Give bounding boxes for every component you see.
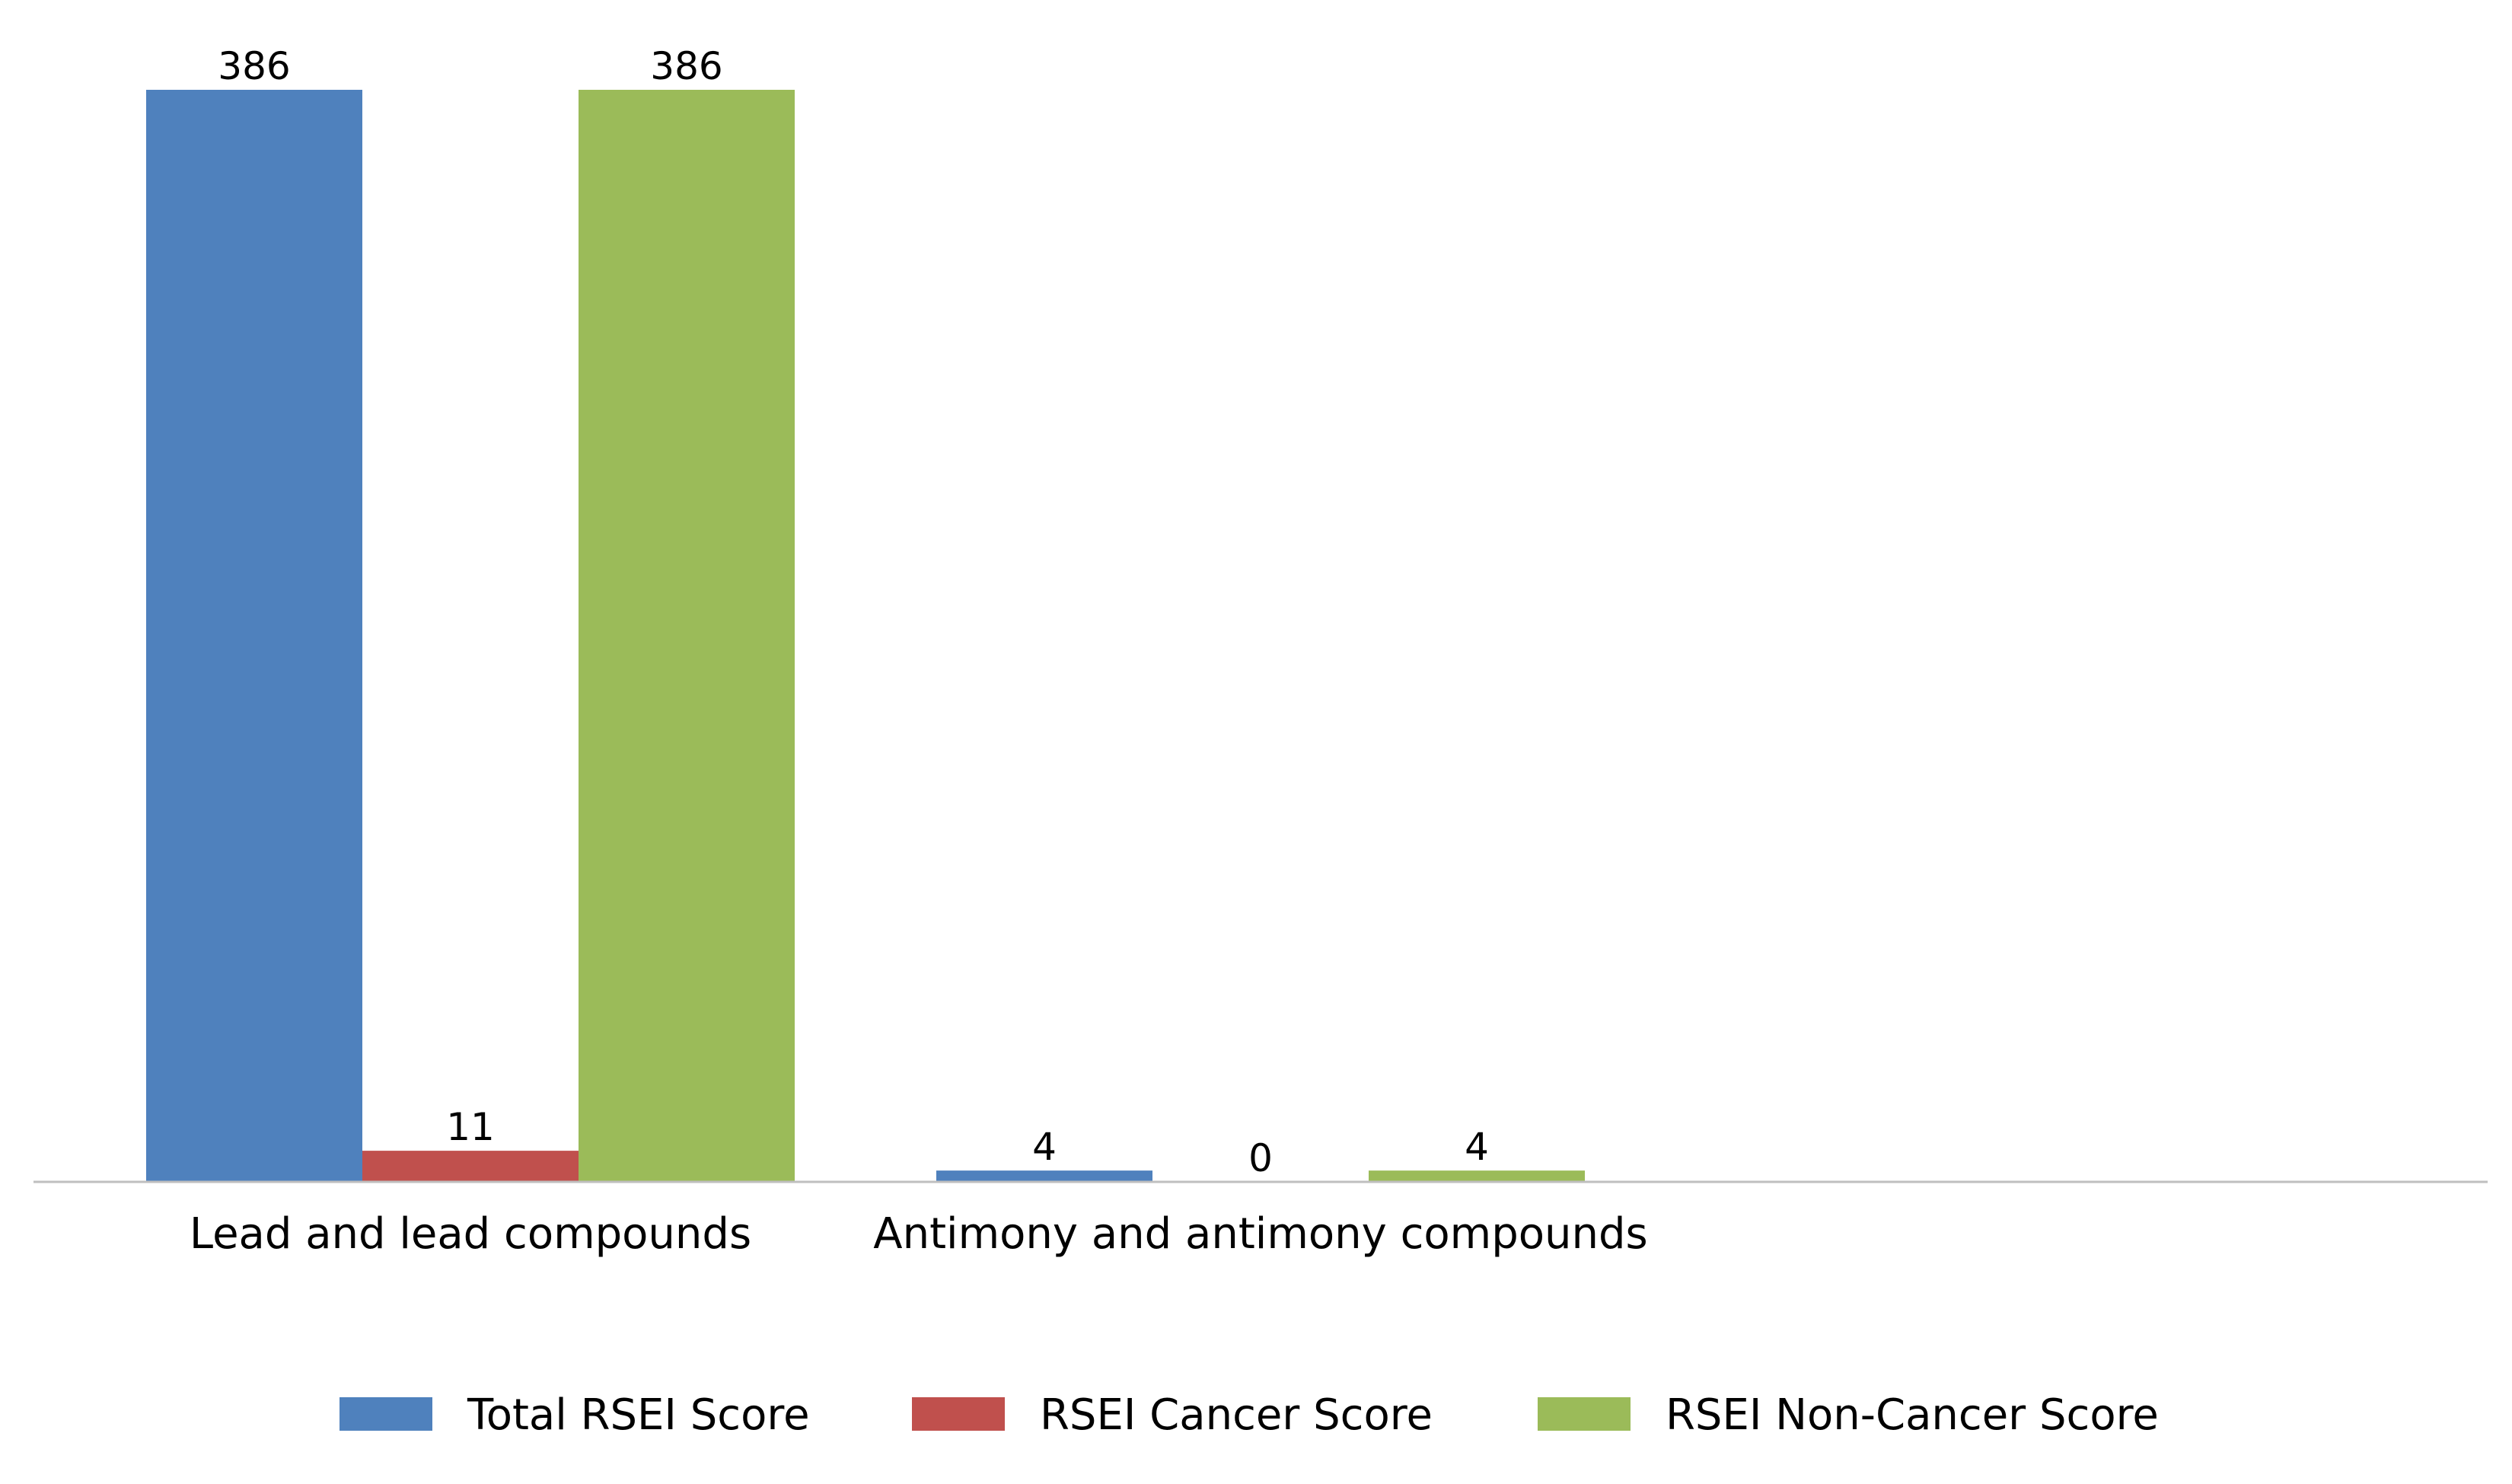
bar-2-1 bbox=[362, 1151, 579, 1182]
bar-1-1 bbox=[146, 90, 362, 1182]
bar-1-2 bbox=[936, 1170, 1152, 1182]
bar-3-1 bbox=[579, 90, 795, 1182]
data-label-1-1: 386 bbox=[218, 44, 290, 88]
category-labels-group: Lead and lead compounds Antimony and anti… bbox=[190, 1209, 1648, 1259]
legend-swatch-1 bbox=[340, 1397, 432, 1431]
legend: Total RSEI Score RSEI Cancer Score RSEI No… bbox=[340, 1390, 2159, 1440]
category-label-1: Lead and lead compounds bbox=[190, 1209, 751, 1259]
legend-label-3: RSEI Non-Cancer Score bbox=[1666, 1390, 2159, 1440]
legend-swatch-3 bbox=[1538, 1397, 1631, 1431]
data-label-2-2: 0 bbox=[1248, 1136, 1273, 1180]
legend-label-1: Total RSEI Score bbox=[467, 1390, 810, 1440]
bar-3-2 bbox=[1369, 1170, 1585, 1182]
data-label-1-2: 4 bbox=[1032, 1125, 1057, 1169]
category-label-2: Antimony and antimony compounds bbox=[873, 1209, 1647, 1259]
data-label-3-1: 386 bbox=[650, 44, 722, 88]
data-label-2-1: 11 bbox=[446, 1105, 495, 1149]
bars-group bbox=[146, 90, 1585, 1182]
data-label-3-2: 4 bbox=[1465, 1125, 1489, 1169]
legend-label-2: RSEI Cancer Score bbox=[1040, 1390, 1433, 1440]
legend-swatch-2 bbox=[912, 1397, 1005, 1431]
data-labels-group: 386 11 386 4 0 4 bbox=[218, 44, 1489, 1180]
